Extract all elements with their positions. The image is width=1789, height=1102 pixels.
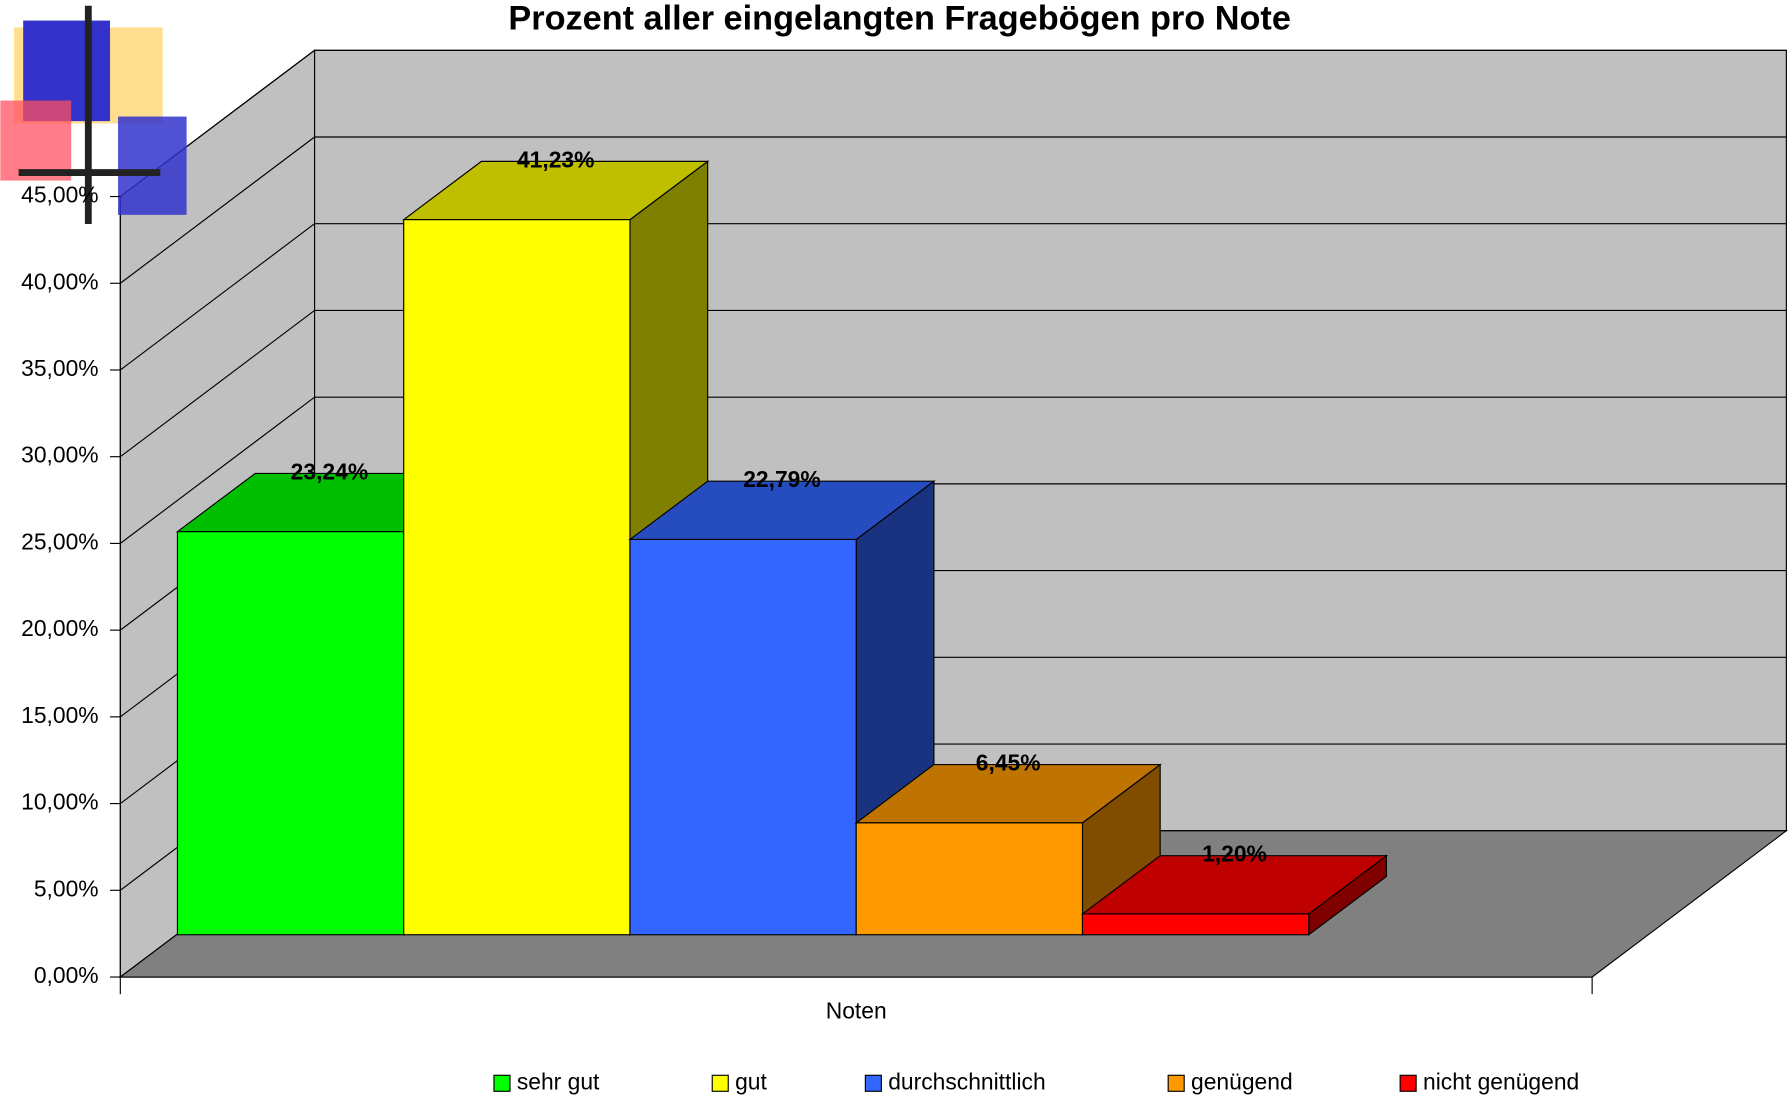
legend-label: genügend: [1191, 1068, 1293, 1094]
y-tick-label: 35,00%: [21, 355, 98, 381]
data-label: 23,24%: [291, 458, 368, 484]
legend-swatch: [493, 1074, 511, 1092]
bar-front: [403, 219, 631, 936]
data-label: 1,20%: [1202, 841, 1267, 867]
bar-front: [176, 531, 405, 936]
logo-shape: [118, 116, 187, 215]
data-label: 6,45%: [976, 750, 1041, 776]
grid-line: [119, 136, 315, 284]
grid-line: [119, 396, 315, 544]
legend-label: nicht genügend: [1423, 1068, 1579, 1094]
logo: [0, 5, 187, 224]
y-tick-label: 45,00%: [21, 182, 98, 208]
legend-swatch: [711, 1074, 729, 1092]
y-tick-label: 0,00%: [34, 962, 99, 988]
bar-front: [629, 538, 857, 936]
y-tick-label: 30,00%: [21, 442, 98, 468]
bar-front: [855, 822, 1084, 936]
legend: sehr gut gut durchschnittlich genügend nicht…: [493, 1068, 1579, 1094]
y-tick-label: 5,00%: [34, 875, 99, 901]
legend-label: durchschnittlich: [888, 1068, 1045, 1094]
y-tick-label: 40,00%: [21, 268, 98, 294]
legend-label: gut: [735, 1068, 767, 1094]
legend-swatch: [1167, 1074, 1185, 1092]
grid-line: [119, 309, 315, 458]
logo-shape: [0, 100, 72, 181]
legend-swatch: [1399, 1074, 1417, 1092]
bar: [1080, 854, 1389, 936]
data-label: 22,79%: [743, 466, 820, 492]
bar: [628, 480, 936, 936]
grid-line: [119, 223, 315, 371]
bar-front: [1081, 913, 1310, 936]
chart-title: Prozent aller eingelangten Fragebögen pr…: [508, 0, 1291, 38]
x-axis-label: Noten: [826, 997, 887, 1023]
data-label: 41,23%: [517, 146, 594, 172]
y-tick-label: 10,00%: [21, 789, 98, 815]
legend-label: sehr gut: [517, 1068, 600, 1094]
legend-swatch: [864, 1074, 882, 1092]
y-tick-label: 15,00%: [21, 702, 98, 728]
bars: 23,24% 41,23% 22,79% 6,45% 1,20%: [175, 146, 1389, 936]
y-tick-label: 25,00%: [21, 528, 98, 554]
y-tick-label: 20,00%: [21, 615, 98, 641]
bar: [854, 763, 1162, 936]
